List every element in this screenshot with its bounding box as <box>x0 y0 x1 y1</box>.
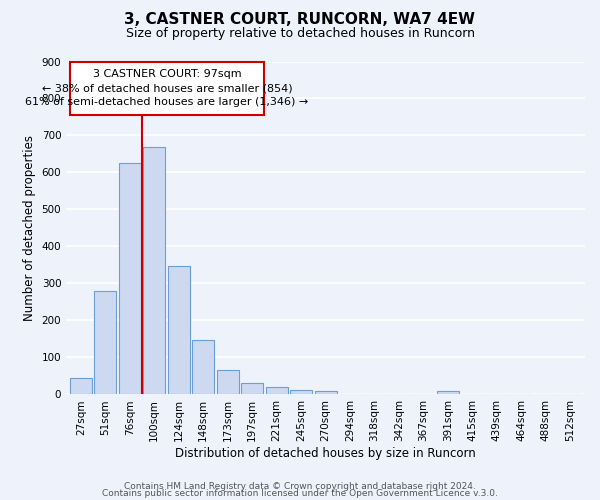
Bar <box>143 146 165 394</box>
Bar <box>94 291 116 395</box>
Y-axis label: Number of detached properties: Number of detached properties <box>23 135 36 321</box>
Bar <box>70 378 92 394</box>
Text: Contains public sector information licensed under the Open Government Licence v.: Contains public sector information licen… <box>102 490 498 498</box>
Bar <box>217 370 239 394</box>
Text: 3, CASTNER COURT, RUNCORN, WA7 4EW: 3, CASTNER COURT, RUNCORN, WA7 4EW <box>125 12 476 28</box>
Bar <box>290 390 312 394</box>
FancyBboxPatch shape <box>70 62 265 115</box>
Bar <box>266 387 287 394</box>
Text: Contains HM Land Registry data © Crown copyright and database right 2024.: Contains HM Land Registry data © Crown c… <box>124 482 476 491</box>
Bar <box>168 266 190 394</box>
Bar <box>241 382 263 394</box>
Bar <box>314 391 337 394</box>
Bar <box>119 163 141 394</box>
Bar <box>437 392 459 394</box>
Text: Size of property relative to detached houses in Runcorn: Size of property relative to detached ho… <box>125 28 475 40</box>
Bar <box>192 340 214 394</box>
X-axis label: Distribution of detached houses by size in Runcorn: Distribution of detached houses by size … <box>175 447 476 460</box>
Text: 3 CASTNER COURT: 97sqm
← 38% of detached houses are smaller (854)
61% of semi-de: 3 CASTNER COURT: 97sqm ← 38% of detached… <box>25 70 309 108</box>
